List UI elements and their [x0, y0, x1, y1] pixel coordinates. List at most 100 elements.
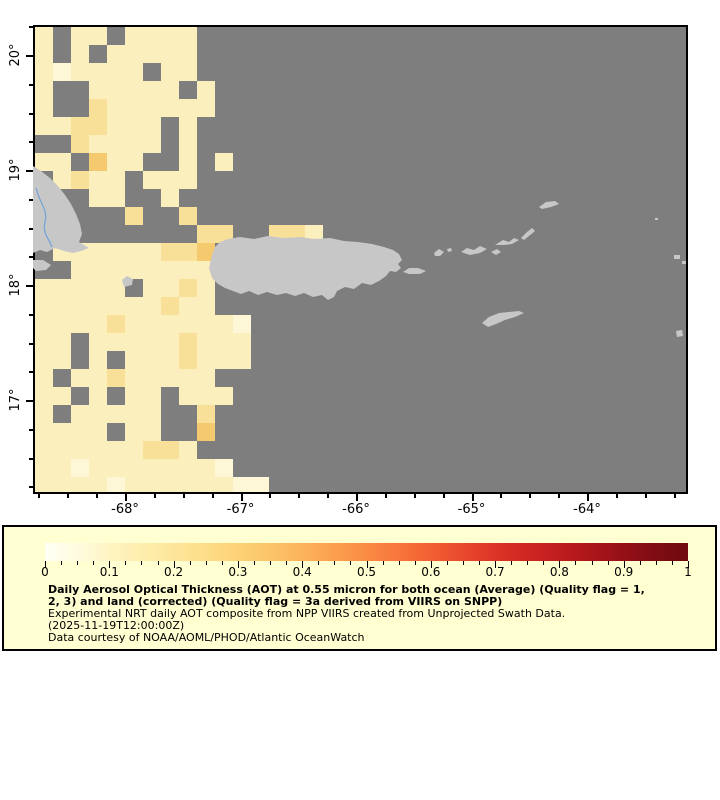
aot-cell [71, 117, 89, 135]
aot-cell [143, 351, 161, 369]
aot-cell [125, 27, 143, 45]
colorbar-tick [109, 561, 111, 568]
aot-cell [35, 405, 53, 423]
aot-cell [125, 207, 143, 225]
aot-cell [125, 351, 143, 369]
colorbar-tick-label: 0.4 [292, 565, 312, 579]
aot-cell [161, 261, 179, 279]
aot-cell [161, 441, 179, 459]
aot-cell [107, 297, 125, 315]
aot-cell [35, 423, 53, 441]
axis-tick [674, 494, 676, 498]
colorbar-tick [253, 561, 255, 565]
aot-cell [215, 333, 233, 351]
legend-title-line1: Daily Aerosol Optical Thickness (AOT) at… [48, 583, 645, 596]
aot-cell [179, 369, 197, 387]
axis-tick [38, 494, 40, 498]
axis-tick [327, 494, 329, 498]
aot-cell [71, 171, 89, 189]
colorbar-tick [350, 561, 352, 565]
aot-cell [89, 27, 107, 45]
aot-cell [215, 459, 233, 477]
aot-cell [233, 333, 251, 351]
axis-tick [558, 494, 560, 498]
axis-tick [500, 494, 502, 498]
aot-cell [179, 153, 197, 171]
aot-cell [197, 279, 215, 297]
aot-cell [89, 441, 107, 459]
aot-cell [89, 99, 107, 117]
colorbar-tick [125, 561, 127, 565]
axis-tick [241, 494, 243, 501]
aot-cell [161, 459, 179, 477]
axis-tick [29, 141, 33, 143]
colorbar-tick-label: 0 [41, 565, 49, 579]
aot-cell [161, 45, 179, 63]
lon-tick-label: -66° [342, 502, 370, 517]
aot-cell [89, 369, 107, 387]
aot-cell [143, 459, 161, 477]
aot-cell [71, 441, 89, 459]
aot-cell [53, 351, 71, 369]
aot-cell [89, 261, 107, 279]
axis-tick [26, 55, 33, 57]
axis-tick [29, 113, 33, 115]
lat-tick-label: 18° [8, 273, 23, 297]
aot-cell [143, 423, 161, 441]
colorbar-tick [543, 561, 545, 565]
aot-cell [197, 405, 215, 423]
aot-cell [35, 333, 53, 351]
aot-cell [215, 351, 233, 369]
aot-cell [53, 387, 71, 405]
axis-tick [96, 494, 98, 498]
aot-cell [35, 477, 53, 492]
colorbar-tick [237, 561, 239, 568]
aot-cell [179, 207, 197, 225]
aot-cell [53, 423, 71, 441]
aot-cell [89, 405, 107, 423]
aot-cell [143, 369, 161, 387]
aot-cell [35, 99, 53, 117]
colorbar-tick [462, 561, 464, 565]
aot-cell [161, 315, 179, 333]
axis-tick [29, 429, 33, 431]
aot-cell [197, 261, 215, 279]
colorbar-tick [623, 561, 625, 568]
lon-tick-label: -64° [573, 502, 601, 517]
aot-cell [197, 333, 215, 351]
aot-cell [125, 45, 143, 63]
aot-cell [89, 315, 107, 333]
aot-cell [179, 441, 197, 459]
legend-title-line2: 2, 3) and land (corrected) (Quality flag… [48, 595, 503, 608]
aot-cell [53, 63, 71, 81]
colorbar-tick [45, 561, 46, 568]
aot-cell [35, 27, 53, 45]
colorbar-tick [93, 561, 95, 565]
colorbar-tick [270, 561, 272, 565]
aot-cell [53, 459, 71, 477]
aot-cell [107, 99, 125, 117]
aot-cell [89, 387, 107, 405]
aot-cell [107, 315, 125, 333]
aot-cell [89, 477, 107, 492]
aot-cell [179, 117, 197, 135]
aot-cell [107, 369, 125, 387]
aot-cell [179, 171, 197, 189]
aot-cell [197, 351, 215, 369]
colorbar-tick-label: 0.2 [164, 565, 184, 579]
legend-credit: Data courtesy of NOAA/AOML/PHOD/Atlantic… [48, 631, 365, 644]
colorbar-tick [77, 561, 79, 565]
aot-data-cells [35, 27, 686, 492]
colorbar-gradient [45, 543, 688, 561]
aot-cell [125, 405, 143, 423]
aot-cell [143, 45, 161, 63]
aot-cell [161, 189, 179, 207]
colorbar-tick-label: 1 [684, 565, 692, 579]
aot-cell [125, 261, 143, 279]
colorbar-tick [141, 561, 143, 565]
aot-cell [107, 117, 125, 135]
colorbar-tick [575, 561, 577, 565]
colorbar-tick [688, 561, 689, 568]
colorbar-tick [495, 561, 497, 568]
colorbar-tick-label: 0.6 [421, 565, 441, 579]
